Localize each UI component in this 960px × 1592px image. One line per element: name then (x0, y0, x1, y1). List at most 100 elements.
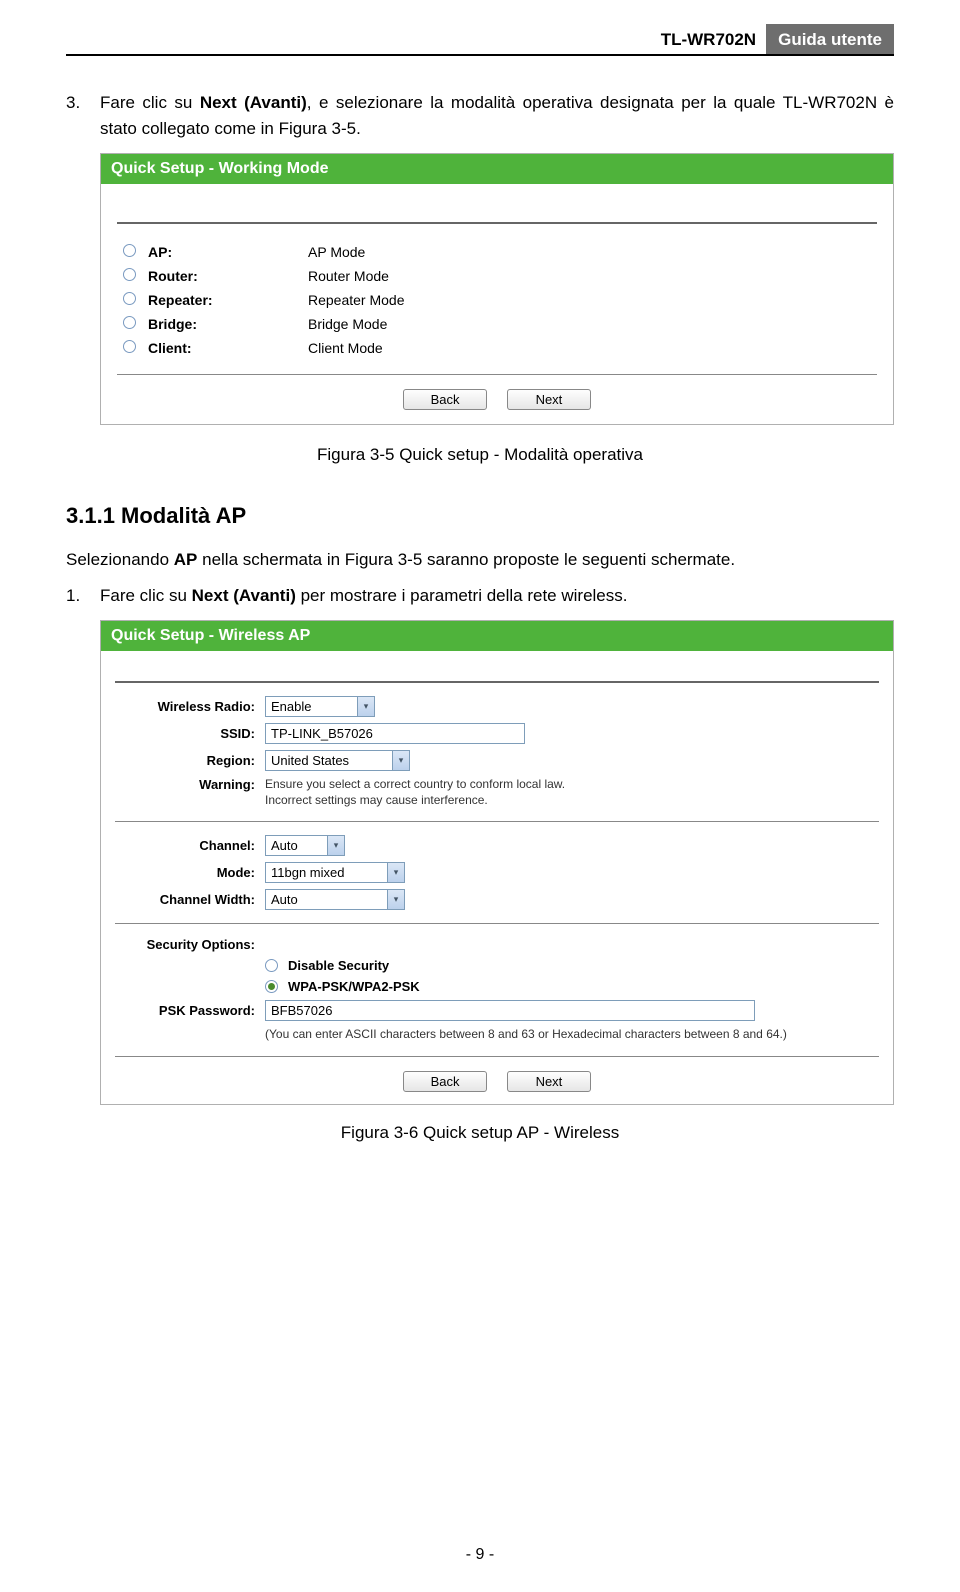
model-label: TL-WR702N (651, 24, 766, 54)
chevron-down-icon: ▾ (387, 863, 404, 882)
row-wpa: WPA-PSK/WPA2-PSK (115, 976, 879, 997)
para-ap-bold: AP (174, 550, 198, 569)
warning-line2: Incorrect settings may cause interferenc… (265, 793, 879, 809)
panel2-back-button[interactable]: Back (403, 1071, 487, 1092)
row-channel: Channel: Auto ▾ (115, 832, 879, 859)
para-ap-post: nella schermata in Figura 3-5 saranno pr… (197, 550, 735, 569)
label-security-options: Security Options: (115, 937, 265, 952)
panel2-hr-bottom (115, 1056, 879, 1057)
step-1-number: 1. (66, 583, 100, 609)
label-channel: Channel: (115, 838, 265, 853)
mode-bridge-label: Bridge: (142, 312, 302, 336)
radio-bridge[interactable] (123, 316, 136, 329)
select-channel-value: Auto (271, 838, 298, 853)
page-header: TL-WR702N Guida utente (651, 24, 894, 54)
mode-row-client: Client: Client Mode (117, 336, 877, 360)
row-channel-width: Channel Width: Auto ▾ (115, 886, 879, 913)
select-region[interactable]: United States ▾ (265, 750, 410, 771)
header-underline (66, 54, 894, 56)
select-channel-width-value: Auto (271, 892, 298, 907)
step-1-pre: Fare clic su (100, 586, 192, 605)
page-number: - 9 - (0, 1546, 960, 1564)
panel2-next-button[interactable]: Next (507, 1071, 591, 1092)
psk-note: (You can enter ASCII characters between … (265, 1027, 879, 1043)
mode-ap-label: AP: (142, 240, 302, 264)
content-area: 3. Fare clic su Next (Avanti), e selezio… (66, 90, 894, 1143)
mode-client-desc: Client Mode (302, 336, 877, 360)
select-mode-value: 11bgn mixed (271, 865, 344, 880)
guide-label: Guida utente (766, 24, 894, 54)
step-3-bold: Next (Avanti) (200, 93, 307, 112)
panel1-back-button[interactable]: Back (403, 389, 487, 410)
label-mode: Mode: (115, 865, 265, 880)
label-warning: Warning: (115, 777, 265, 792)
label-psk-password: PSK Password: (115, 1003, 265, 1018)
panel1-body: AP: AP Mode Router: Router Mode Repeater… (101, 184, 893, 424)
caption-figure-3-6: Figura 3-6 Quick setup AP - Wireless (66, 1123, 894, 1143)
mode-row-bridge: Bridge: Bridge Mode (117, 312, 877, 336)
panel1-title: Quick Setup - Working Mode (101, 154, 893, 184)
row-psk-password: PSK Password: BFB57026 (115, 997, 879, 1024)
label-channel-width: Channel Width: (115, 892, 265, 907)
warning-line1: Ensure you select a correct country to c… (265, 777, 879, 793)
row-ssid: SSID: TP-LINK_B57026 (115, 720, 879, 747)
mode-row-repeater: Repeater: Repeater Mode (117, 288, 877, 312)
select-region-value: United States (271, 753, 349, 768)
mode-repeater-desc: Repeater Mode (302, 288, 877, 312)
step-3-pre: Fare clic su (100, 93, 200, 112)
radio-router[interactable] (123, 268, 136, 281)
select-wireless-radio[interactable]: Enable ▾ (265, 696, 375, 717)
chevron-down-icon: ▾ (387, 890, 404, 909)
panel1-buttons: Back Next (117, 389, 877, 410)
panel1-hr-top (117, 222, 877, 224)
row-security-options: Security Options: (115, 934, 879, 955)
step-1-text: Fare clic su Next (Avanti) per mostrare … (100, 583, 894, 609)
step-3-text: Fare clic su Next (Avanti), e selezionar… (100, 90, 894, 141)
caption-figure-3-5: Figura 3-5 Quick setup - Modalità operat… (66, 445, 894, 465)
radio-client[interactable] (123, 340, 136, 353)
input-ssid[interactable]: TP-LINK_B57026 (265, 723, 525, 744)
step-3-number: 3. (66, 90, 100, 141)
chevron-down-icon: ▾ (327, 836, 344, 855)
chevron-down-icon: ▾ (392, 751, 409, 770)
radio-wpa-psk[interactable] (265, 980, 278, 993)
mode-ap-desc: AP Mode (302, 240, 877, 264)
label-wireless-radio: Wireless Radio: (115, 699, 265, 714)
radio-disable-security[interactable] (265, 959, 278, 972)
select-mode[interactable]: 11bgn mixed ▾ (265, 862, 405, 883)
chevron-down-icon: ▾ (357, 697, 374, 716)
step-1-bold: Next (Avanti) (192, 586, 296, 605)
mode-router-desc: Router Mode (302, 264, 877, 288)
panel2-hr-mid2 (115, 923, 879, 924)
radio-repeater[interactable] (123, 292, 136, 305)
panel2-buttons: Back Next (115, 1071, 879, 1092)
row-disable-security: Disable Security (115, 955, 879, 976)
label-wpa-psk: WPA-PSK/WPA2-PSK (288, 979, 420, 994)
label-region: Region: (115, 753, 265, 768)
panel2-body: Wireless Radio: Enable ▾ SSID: TP-LINK_B… (101, 651, 893, 1104)
figure-3-6-panel: Quick Setup - Wireless AP Wireless Radio… (100, 620, 894, 1105)
panel1-next-button[interactable]: Next (507, 389, 591, 410)
mode-router-label: Router: (142, 264, 302, 288)
select-channel-width[interactable]: Auto ▾ (265, 889, 405, 910)
para-ap-pre: Selezionando (66, 550, 174, 569)
mode-bridge-desc: Bridge Mode (302, 312, 877, 336)
row-wireless-radio: Wireless Radio: Enable ▾ (115, 693, 879, 720)
select-channel[interactable]: Auto ▾ (265, 835, 345, 856)
step-3: 3. Fare clic su Next (Avanti), e selezio… (66, 90, 894, 141)
mode-row-ap: AP: AP Mode (117, 240, 877, 264)
figure-3-5-panel: Quick Setup - Working Mode AP: AP Mode R… (100, 153, 894, 425)
panel2-title: Quick Setup - Wireless AP (101, 621, 893, 651)
step-1-post: per mostrare i parametri della rete wire… (296, 586, 628, 605)
row-warning: Warning: Ensure you select a correct cou… (115, 774, 879, 811)
row-region: Region: United States ▾ (115, 747, 879, 774)
para-ap-intro: Selezionando AP nella schermata in Figur… (66, 547, 894, 573)
mode-row-router: Router: Router Mode (117, 264, 877, 288)
panel1-hr-bottom (117, 374, 877, 375)
panel2-hr-mid1 (115, 821, 879, 822)
row-mode: Mode: 11bgn mixed ▾ (115, 859, 879, 886)
radio-ap[interactable] (123, 244, 136, 257)
input-psk-password[interactable]: BFB57026 (265, 1000, 755, 1021)
label-ssid: SSID: (115, 726, 265, 741)
warning-text: Ensure you select a correct country to c… (265, 777, 879, 808)
